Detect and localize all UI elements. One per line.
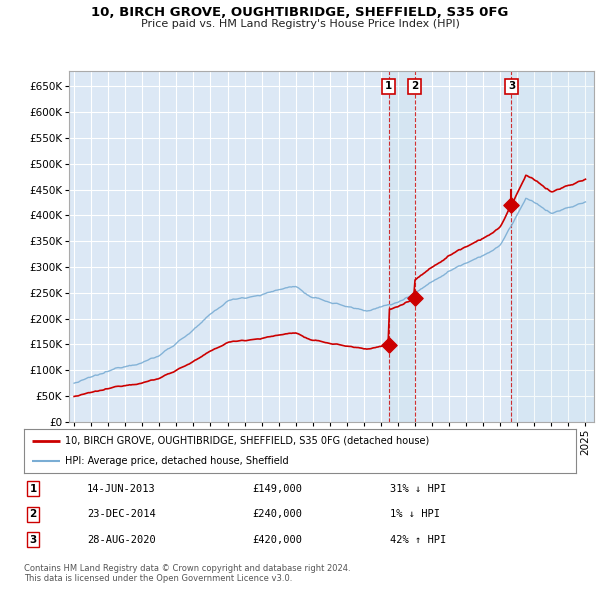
Text: £420,000: £420,000	[252, 535, 302, 545]
Text: £240,000: £240,000	[252, 509, 302, 519]
Text: 2: 2	[29, 509, 37, 519]
Bar	[511, 71, 594, 422]
Text: 1: 1	[385, 81, 392, 91]
Text: Price paid vs. HM Land Registry's House Price Index (HPI): Price paid vs. HM Land Registry's House …	[140, 19, 460, 29]
Text: 14-JUN-2013: 14-JUN-2013	[87, 484, 156, 494]
Bar	[389, 71, 415, 422]
Text: £149,000: £149,000	[252, 484, 302, 494]
Text: 2: 2	[411, 81, 418, 91]
Text: 31% ↓ HPI: 31% ↓ HPI	[390, 484, 446, 494]
Text: Contains HM Land Registry data © Crown copyright and database right 2024.
This d: Contains HM Land Registry data © Crown c…	[24, 563, 350, 583]
Point	[384, 340, 394, 350]
Point	[506, 201, 516, 210]
Text: HPI: Average price, detached house, Sheffield: HPI: Average price, detached house, Shef…	[65, 456, 289, 466]
Point	[410, 293, 419, 303]
Text: 3: 3	[29, 535, 37, 545]
Text: 42% ↑ HPI: 42% ↑ HPI	[390, 535, 446, 545]
Text: 28-AUG-2020: 28-AUG-2020	[87, 535, 156, 545]
Text: 1% ↓ HPI: 1% ↓ HPI	[390, 509, 440, 519]
Text: 10, BIRCH GROVE, OUGHTIBRIDGE, SHEFFIELD, S35 0FG: 10, BIRCH GROVE, OUGHTIBRIDGE, SHEFFIELD…	[91, 6, 509, 19]
Text: 3: 3	[508, 81, 515, 91]
Text: 23-DEC-2014: 23-DEC-2014	[87, 509, 156, 519]
Text: 10, BIRCH GROVE, OUGHTIBRIDGE, SHEFFIELD, S35 0FG (detached house): 10, BIRCH GROVE, OUGHTIBRIDGE, SHEFFIELD…	[65, 436, 430, 446]
Text: 1: 1	[29, 484, 37, 494]
